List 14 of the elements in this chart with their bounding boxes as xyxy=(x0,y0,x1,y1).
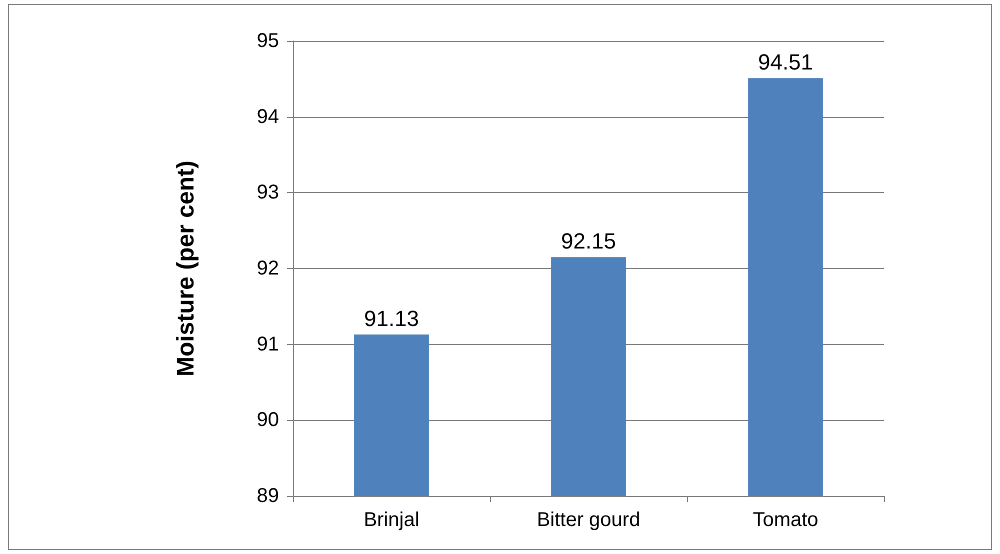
x-tick-label: Tomato xyxy=(752,509,818,531)
y-tick-label: 92 xyxy=(256,258,279,280)
data-label: 92.15 xyxy=(560,228,616,254)
y-tick-label: 94 xyxy=(256,106,279,128)
y-tick-label: 91 xyxy=(256,333,279,356)
data-label: 91.13 xyxy=(364,306,420,331)
y-tick-label: 89 xyxy=(256,485,279,507)
y-tick-label: 90 xyxy=(256,409,279,432)
y-tick-label: 95 xyxy=(256,30,279,52)
y-tick-label: 93 xyxy=(256,182,279,204)
y-axis-title: Moisture (per cent) xyxy=(172,160,200,377)
x-tick-label: Bitter gourd xyxy=(536,509,640,531)
data-label: 94.51 xyxy=(758,50,814,75)
x-tick-label: Brinjal xyxy=(364,509,420,531)
